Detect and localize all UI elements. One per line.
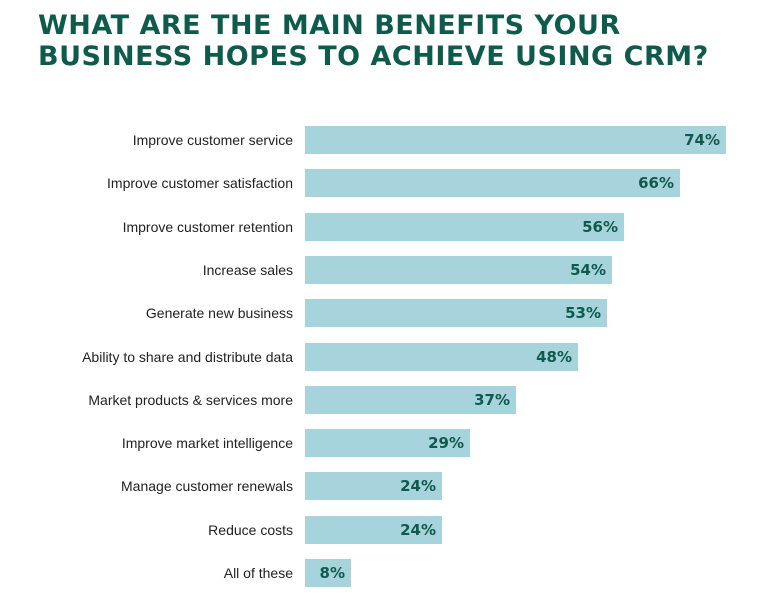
value-label: 8% [319, 564, 345, 582]
category-label: Improve customer satisfaction [107, 175, 293, 191]
category-label: Reduce costs [208, 522, 293, 538]
bar [305, 343, 578, 371]
bar [305, 429, 470, 457]
bar [305, 386, 516, 414]
value-label: 56% [582, 218, 618, 236]
value-label: 29% [428, 434, 464, 452]
bar [305, 299, 607, 327]
value-label: 53% [565, 304, 601, 322]
bar [305, 516, 442, 544]
category-label: Improve customer service [132, 132, 293, 148]
value-label: 66% [638, 174, 674, 192]
bar [305, 559, 351, 587]
category-label: Increase sales [202, 262, 293, 278]
chart-title-line-2: BUSINESS HOPES TO ACHIEVE USING CRM? [38, 41, 709, 72]
category-label: Improve market intelligence [121, 435, 293, 451]
chart-title-line-1: WHAT ARE THE MAIN BENEFITS YOUR [38, 10, 621, 41]
value-label: 54% [570, 261, 606, 279]
category-label: Manage customer renewals [121, 478, 293, 494]
value-label: 37% [474, 391, 510, 409]
value-label: 48% [536, 348, 572, 366]
bar [305, 256, 612, 284]
bar [305, 472, 442, 500]
bar [305, 169, 680, 197]
category-label: Generate new business [145, 305, 293, 321]
value-label: 74% [684, 131, 720, 149]
category-label: Market products & services more [88, 392, 293, 408]
chart-title: WHAT ARE THE MAIN BENEFITS YOUR BUSINESS… [38, 10, 738, 72]
bar [305, 126, 726, 154]
category-label: Improve customer retention [122, 219, 293, 235]
value-label: 24% [400, 521, 436, 539]
category-label: Ability to share and distribute data [82, 349, 293, 365]
value-label: 24% [400, 477, 436, 495]
category-label: All of these [223, 565, 293, 581]
bar [305, 213, 624, 241]
